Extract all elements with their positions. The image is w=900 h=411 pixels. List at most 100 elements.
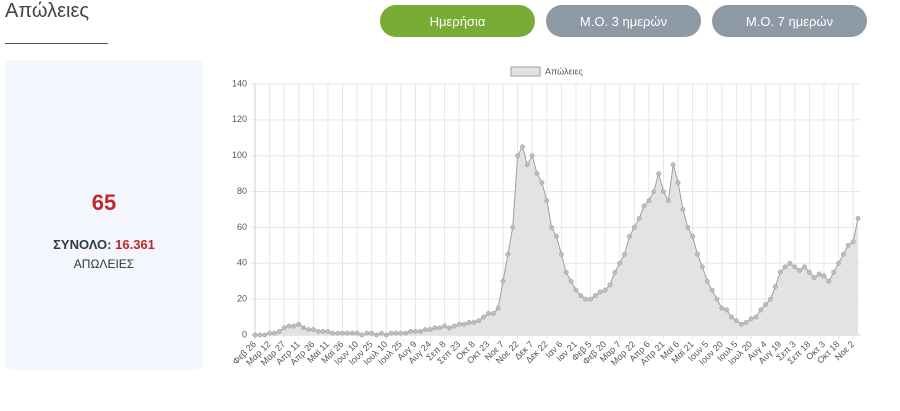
point: [534, 171, 540, 177]
point: [578, 293, 584, 299]
y-tick-label: 60: [237, 222, 247, 232]
y-tick-label: 20: [237, 294, 247, 304]
point: [306, 327, 311, 333]
daily-button[interactable]: Ημερήσια: [380, 5, 535, 37]
point: [631, 224, 637, 230]
point: [500, 278, 506, 284]
point: [515, 153, 521, 159]
point: [583, 296, 589, 302]
point: [476, 318, 482, 324]
legend-swatch: [510, 66, 541, 77]
point: [344, 330, 350, 336]
point: [340, 330, 345, 336]
point: [417, 328, 423, 334]
point: [826, 278, 832, 284]
point: [252, 332, 258, 338]
point: [286, 323, 292, 329]
point: [432, 325, 438, 331]
point: [335, 330, 341, 336]
point: [461, 321, 467, 327]
point: [301, 325, 307, 331]
point: [772, 284, 778, 290]
avg7-button[interactable]: Μ.Ο. 7 ημερών: [712, 5, 867, 37]
point: [656, 171, 662, 177]
point: [743, 320, 749, 325]
point: [690, 233, 696, 239]
point: [685, 224, 691, 230]
point: [388, 330, 394, 336]
point: [272, 330, 277, 336]
point: [665, 198, 671, 203]
point: [544, 198, 550, 203]
point: [451, 323, 457, 329]
point: [622, 251, 628, 257]
point: [670, 162, 676, 168]
point: [325, 328, 331, 334]
point: [442, 323, 448, 329]
point: [393, 330, 399, 336]
point: [403, 330, 409, 336]
point: [398, 330, 404, 336]
point: [383, 332, 389, 338]
y-tick-label: 0: [242, 329, 247, 339]
point: [661, 189, 666, 195]
point: [427, 327, 433, 333]
point: [719, 305, 725, 311]
point: [758, 307, 764, 313]
point: [563, 269, 569, 275]
point: [281, 325, 287, 331]
total-value: 16.361: [115, 237, 155, 252]
point: [602, 287, 608, 293]
point: [646, 198, 652, 203]
point: [806, 269, 812, 275]
point: [481, 314, 487, 320]
point: [549, 224, 555, 230]
point: [777, 269, 783, 275]
point: [836, 260, 841, 266]
point: [456, 321, 462, 327]
point: [612, 269, 618, 275]
point: [724, 307, 730, 313]
y-tick-label: 80: [237, 186, 247, 196]
point: [354, 330, 360, 336]
point: [495, 305, 501, 311]
point: [364, 330, 370, 336]
point: [753, 314, 759, 320]
point: [768, 296, 773, 302]
point: [787, 260, 793, 266]
point: [330, 330, 336, 336]
avg3-button[interactable]: Μ.Ο. 3 ημερών: [546, 5, 701, 37]
point: [636, 216, 642, 221]
point: [802, 264, 807, 270]
point: [437, 325, 443, 331]
area: [255, 146, 858, 335]
point: [816, 271, 822, 277]
point: [554, 233, 559, 239]
point: [524, 162, 530, 168]
point: [471, 320, 477, 325]
point: [592, 293, 598, 299]
legend-label: Απώλειες: [545, 66, 583, 76]
point: [845, 242, 851, 248]
point: [573, 287, 579, 293]
y-tick-label: 40: [237, 258, 247, 268]
point: [349, 330, 355, 336]
point: [733, 318, 739, 324]
point: [257, 332, 263, 338]
point: [607, 282, 613, 288]
point: [738, 321, 744, 327]
point: [558, 251, 564, 257]
point: [714, 296, 720, 302]
point: [568, 278, 574, 284]
point: [422, 327, 428, 333]
point: [310, 327, 316, 333]
point: [466, 320, 472, 325]
point: [840, 251, 846, 257]
point: [651, 189, 657, 195]
point: [520, 144, 525, 150]
point: [276, 328, 282, 334]
unit-label: ΑΠΩΛΕΙΕΣ: [73, 257, 135, 271]
point: [855, 216, 861, 221]
